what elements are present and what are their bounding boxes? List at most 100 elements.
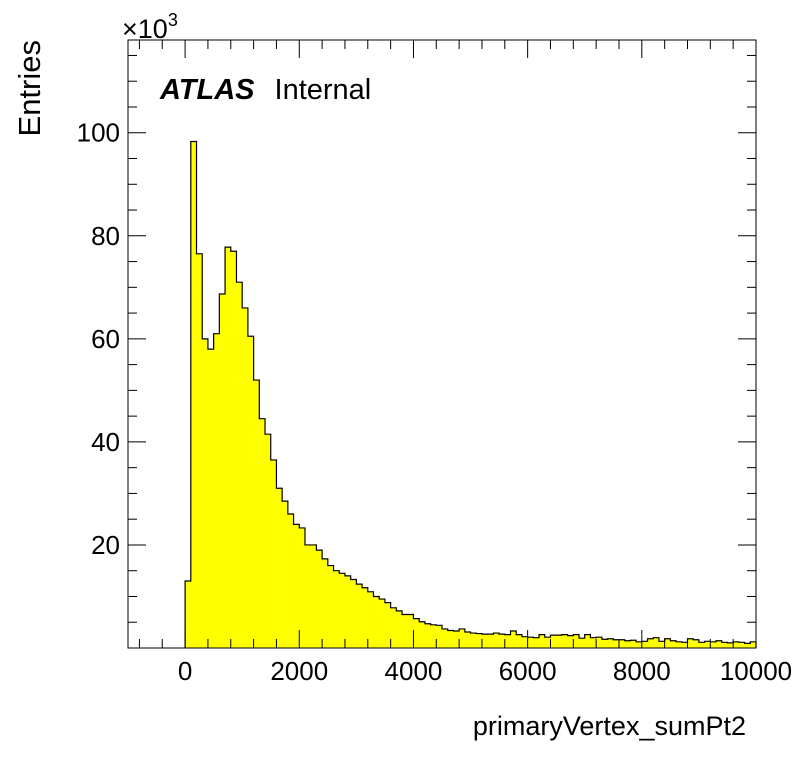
histogram-bin [367,591,374,648]
histogram-bin [247,336,254,648]
histogram-bin [299,527,306,648]
y-tick-label: 40 [91,427,120,457]
histogram-bin [573,634,580,648]
histogram-bin [396,610,403,648]
histogram-bin [225,247,232,648]
y-tick-label: 20 [91,530,120,560]
histogram-bin [544,637,551,648]
histogram-bin [550,635,557,648]
x-tick-label: 8000 [613,656,671,686]
x-tick-label: 4000 [385,656,443,686]
histogram-bin [253,380,260,648]
histogram-bin [618,639,625,648]
histogram-bin [601,639,608,648]
histogram-bin [339,573,346,648]
y-axis-multiplier: ×103 [122,10,178,44]
histogram-bin [698,642,705,648]
histogram-bin [738,642,745,648]
histogram-bin [293,524,300,648]
y-axis-label: Entries [12,40,47,136]
histogram-bin [647,638,654,648]
histogram-bin [727,642,734,648]
histogram-bin [636,641,643,648]
histogram-bin [527,637,534,648]
histogram-bin [390,607,397,648]
histogram-bin [333,570,340,648]
histogram-bin [624,640,631,648]
histogram-bin [419,621,426,648]
plot-frame [127,39,757,649]
histogram-bin [402,614,409,648]
histogram-bin [476,633,483,648]
y-tick-label: 60 [91,324,120,354]
histogram-bin [487,634,494,648]
histogram-bin [310,544,317,648]
histogram-bin [733,641,740,648]
histogram-bin [316,550,323,648]
histogram-bin [750,641,757,648]
y-multiplier-exponent: 3 [168,10,178,30]
histogram-bin [613,639,620,648]
histogram-bin [658,641,665,648]
histogram-bin [407,614,414,648]
x-axis-label: primaryVertex_sumPt2 [473,711,746,741]
histogram-bin [344,575,351,648]
histogram-bin [350,579,357,648]
histogram-bin [693,639,700,648]
histogram-bin [721,642,728,648]
histogram-bin [436,625,443,648]
histogram-bin [521,636,528,648]
histogram-bin [676,641,683,648]
histogram-bin [481,634,488,648]
histogram-bin [596,637,603,648]
x-tick-label: 2000 [270,656,328,686]
histogram-bin [322,558,329,648]
histogram-bin [670,640,677,648]
histogram-bin [265,434,272,648]
histogram-bin [630,640,637,648]
histogram-bin [362,587,369,648]
histogram-bin [516,634,523,648]
x-tick-label: 0 [178,656,192,686]
histogram-bin [539,634,546,648]
histogram-bin [710,641,717,648]
histogram-bin [453,630,460,648]
histogram-bin [213,333,220,648]
histogram-bin [242,307,249,648]
histogram-bin [447,630,454,648]
histogram-bin [190,141,197,649]
histogram-bin [744,643,751,648]
histogram-bin [653,637,660,648]
atlas-label-bold: ATLAS [159,74,255,106]
histogram-bin [276,488,283,648]
histogram-bin [259,418,266,648]
histogram-bin [533,637,540,648]
histogram-bin [442,628,449,648]
histogram-bin [202,338,209,648]
histogram-bin [373,596,380,648]
histogram-bin [459,628,466,648]
histogram-bin [590,637,597,648]
histogram-bin [579,638,586,648]
histogram-bin [556,635,563,648]
histogram-bin [464,632,471,648]
histogram-bin [510,630,517,648]
histogram-bin [196,253,203,648]
x-tick-label: 10000 [720,656,792,686]
histogram-bin [687,638,694,648]
y-multiplier-base: ×10 [122,14,168,44]
histogram-bin [493,633,500,648]
histogram-bin [270,459,277,648]
histogram-bin [282,501,289,648]
histogram-bin [384,602,391,648]
histogram-bin [641,641,648,648]
histogram-bin [236,282,243,648]
histogram-bin [716,640,723,648]
axis-ticks: 0 2000 4000 6000 8000 10000 20 40 60 80 100 [77,40,792,686]
x-tick-label: 6000 [499,656,557,686]
histogram-bin [664,638,671,648]
histogram-bin [504,634,511,648]
histogram-bin [681,642,688,648]
histogram-bin [470,633,477,648]
